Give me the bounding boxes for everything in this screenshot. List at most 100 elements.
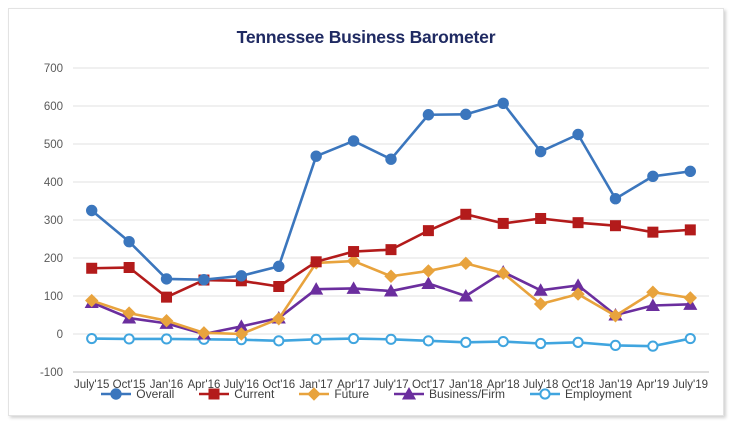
chart-legend: Overall Current Future Business/Firm Employm… <box>9 387 723 401</box>
data-point-marker <box>533 297 548 311</box>
y-axis-tick-label: -100 <box>40 367 63 379</box>
page-title: Tennessee Business Barometer <box>236 27 496 47</box>
data-point-marker <box>383 284 399 297</box>
data-point-marker <box>645 298 660 311</box>
x-axis-tick-label: July'15 <box>74 379 109 391</box>
data-point-marker <box>385 333 397 345</box>
x-axis-tick-label: Apr'17 <box>337 379 370 391</box>
data-point-marker <box>497 336 509 348</box>
data-point-marker <box>421 264 436 278</box>
x-axis-tick-label: Jan'17 <box>299 379 333 391</box>
x-axis-tick-label: Apr'19 <box>636 379 669 391</box>
legend-label: Current <box>234 387 275 401</box>
y-axis-tick-label: 0 <box>57 329 63 341</box>
x-axis-tick-label: Oct'17 <box>412 379 445 391</box>
data-point-marker <box>385 153 397 165</box>
legend-marker-icon <box>530 388 561 400</box>
data-point-marker <box>460 208 472 220</box>
y-axis-tick-label: 300 <box>44 215 63 227</box>
legend-item-current[interactable]: Current <box>198 387 274 401</box>
data-point-marker <box>458 288 473 302</box>
data-point-marker <box>422 109 435 121</box>
data-point-marker <box>497 97 509 110</box>
data-point-marker <box>534 145 547 158</box>
x-axis-tick-label: July'18 <box>523 379 558 391</box>
legend-label: Business/Firm <box>429 387 506 401</box>
legend-item-business-firm[interactable]: Business/Firm <box>393 387 505 401</box>
x-axis-tick-label: Oct'15 <box>113 379 146 391</box>
data-point-marker <box>86 262 98 274</box>
data-point-marker <box>683 291 698 305</box>
data-point-marker <box>609 339 622 351</box>
legend-label: Future <box>334 387 369 401</box>
data-point-marker <box>572 128 584 141</box>
line-chart-plot: 700 600 500 400 300 200 100 0 -100 July'15 Oct'15 J… <box>40 63 709 391</box>
data-point-marker <box>84 293 99 308</box>
chart-card: Tennessee Business Barometer 700 600 500 40… <box>8 8 724 416</box>
data-point-marker <box>123 262 135 273</box>
x-axis-tick-label: July'17 <box>373 379 408 391</box>
data-point-marker <box>346 254 361 268</box>
y-axis-tick-label: 600 <box>44 101 63 113</box>
data-point-marker <box>572 336 584 348</box>
data-point-marker <box>198 273 210 286</box>
data-point-marker <box>348 246 360 258</box>
x-axis-tick-label: July'19 <box>673 379 708 391</box>
data-point-marker <box>347 332 360 345</box>
data-point-marker <box>86 332 98 345</box>
x-axis-tick-label: Jan'19 <box>599 379 633 391</box>
legend-marker-icon <box>299 387 330 401</box>
legend-marker-icon <box>101 388 132 400</box>
series-future <box>84 254 698 341</box>
y-axis-tick-label: 400 <box>44 177 63 189</box>
data-point-marker <box>608 309 623 323</box>
data-point-marker <box>609 220 621 232</box>
data-point-marker <box>384 269 398 283</box>
data-point-marker <box>208 388 220 400</box>
legend-item-future[interactable]: Future <box>298 387 369 401</box>
legend-item-overall[interactable]: Overall <box>100 387 174 401</box>
data-point-marker <box>273 281 285 292</box>
series-current <box>86 208 696 303</box>
data-point-marker <box>422 335 435 347</box>
data-point-marker <box>122 306 136 320</box>
data-point-marker <box>123 235 135 248</box>
data-point-marker <box>347 135 360 147</box>
x-axis-tick-label: Apr'18 <box>487 379 520 391</box>
data-point-marker <box>539 388 551 400</box>
legend-item-employment[interactable]: Employment <box>529 387 632 401</box>
legend-label: Employment <box>565 387 632 401</box>
data-point-marker <box>272 312 286 326</box>
data-point-marker <box>197 326 211 340</box>
legend-marker-icon <box>394 387 424 400</box>
x-axis-tick-label: July'16 <box>224 379 259 391</box>
data-point-marker <box>684 332 696 345</box>
x-axis-tick-label: Apr'16 <box>187 379 220 391</box>
data-point-marker <box>684 224 696 236</box>
data-point-marker <box>572 217 584 229</box>
data-point-marker <box>273 260 285 273</box>
data-point-marker <box>647 340 659 352</box>
data-point-marker <box>161 291 173 303</box>
data-point-marker <box>159 313 174 328</box>
series-overall <box>86 97 696 286</box>
y-axis-tick-label: 200 <box>44 253 63 265</box>
data-point-marker <box>346 281 361 294</box>
data-point-marker <box>571 287 585 301</box>
series-employment <box>86 332 696 352</box>
data-point-marker <box>160 273 173 285</box>
y-axis-tick-label: 700 <box>44 63 63 75</box>
data-point-marker <box>459 256 473 271</box>
data-point-marker <box>460 336 472 348</box>
data-point-marker <box>123 333 135 345</box>
data-point-marker <box>310 256 322 268</box>
x-axis-tick-label: Oct'18 <box>562 379 595 391</box>
data-point-marker <box>421 276 436 289</box>
data-point-marker <box>422 225 434 237</box>
data-point-marker <box>160 333 173 345</box>
data-point-marker <box>310 150 322 162</box>
data-point-marker <box>535 212 547 224</box>
data-point-marker <box>497 217 509 229</box>
data-point-marker <box>385 244 397 256</box>
legend-label: Overall <box>136 387 175 401</box>
